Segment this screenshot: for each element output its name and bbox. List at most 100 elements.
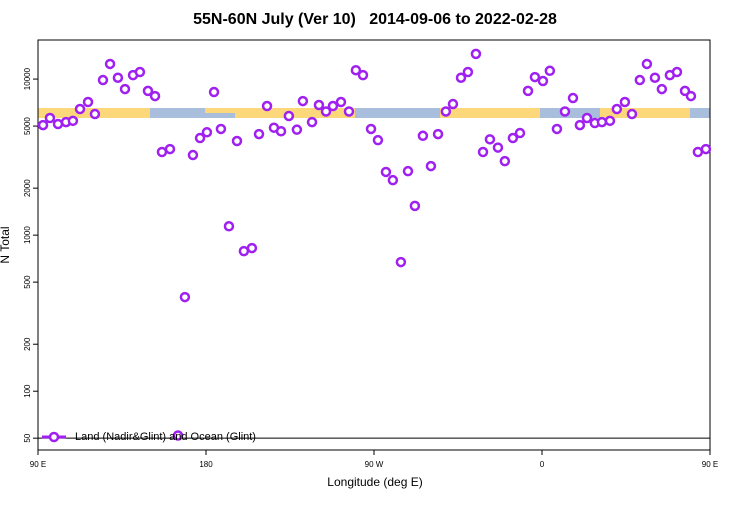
point [372, 134, 384, 146]
point [97, 74, 109, 86]
legend-label: Land (Nadir&Glint) and Ocean (Glint) [75, 431, 256, 443]
point [656, 83, 668, 95]
point [574, 119, 586, 131]
point [208, 86, 220, 98]
point [253, 128, 265, 140]
point [551, 123, 563, 135]
point [484, 134, 496, 145]
point [470, 48, 482, 60]
point [641, 58, 653, 70]
point [357, 69, 369, 81]
point [164, 143, 176, 155]
point [179, 291, 191, 303]
point [499, 155, 511, 167]
x-tick-label: 90 W [365, 460, 384, 469]
point [409, 200, 421, 212]
point [626, 108, 638, 120]
point [559, 106, 571, 117]
point [134, 66, 146, 78]
point [343, 106, 355, 117]
point [700, 143, 712, 155]
y-tick-label: 500 [23, 275, 32, 289]
x-tick-label: 180 [199, 460, 213, 469]
point [492, 142, 504, 153]
point [119, 83, 131, 95]
point [529, 71, 541, 83]
point [306, 116, 318, 128]
point [417, 130, 429, 142]
point [395, 256, 407, 268]
point [320, 106, 332, 117]
x-tick-label: 90 E [702, 460, 718, 469]
y-tick-label: 200 [23, 337, 32, 351]
point [634, 74, 646, 86]
point [335, 96, 347, 108]
point [685, 90, 697, 102]
point [223, 221, 235, 232]
point [215, 123, 227, 135]
point [544, 65, 556, 77]
point [447, 98, 459, 110]
point [52, 118, 64, 130]
y-tick-label: 5000 [23, 117, 32, 135]
point [313, 99, 325, 111]
point [112, 72, 124, 83]
point [671, 66, 683, 78]
point [142, 85, 154, 97]
point [231, 135, 243, 147]
point [37, 119, 49, 131]
point [291, 124, 303, 135]
land-strip [235, 108, 355, 118]
land-strip [600, 108, 690, 118]
point [194, 132, 206, 144]
point [425, 160, 437, 172]
ocean-strip [38, 108, 710, 118]
point [246, 242, 258, 254]
point [261, 100, 273, 112]
y-tick-label: 50 [23, 433, 32, 442]
legend-marker [48, 431, 60, 443]
y-tick-label: 2000 [23, 179, 32, 197]
point [402, 165, 414, 177]
point [649, 72, 661, 83]
point [567, 92, 579, 104]
point [89, 108, 101, 120]
point [522, 85, 534, 97]
point [462, 66, 474, 78]
point [67, 115, 79, 127]
y-tick-label: 10000 [23, 67, 32, 90]
x-axis-label: Longitude (deg E) [327, 475, 422, 489]
point [350, 64, 362, 76]
point [581, 112, 593, 124]
point [365, 123, 377, 135]
point [596, 116, 608, 128]
y-axis-label: N Total [0, 226, 12, 263]
point [537, 75, 549, 87]
point [514, 127, 526, 139]
point [44, 112, 56, 124]
y-tick-label: 100 [23, 384, 32, 398]
point [432, 128, 444, 140]
point [187, 149, 199, 161]
land-strip [440, 108, 540, 118]
point [507, 132, 519, 144]
point [172, 430, 184, 441]
point [82, 96, 94, 108]
point [440, 106, 452, 117]
x-tick-label: 0 [540, 460, 545, 469]
point [477, 146, 489, 158]
point [201, 127, 213, 138]
point [327, 100, 339, 112]
point [604, 115, 616, 127]
point [297, 95, 309, 107]
point [611, 103, 623, 115]
point [619, 96, 631, 108]
chart-title: 55N-60N July (Ver 10) 2014-09-06 to 2022… [193, 11, 557, 28]
point [275, 126, 287, 137]
point [283, 110, 295, 122]
point [74, 103, 86, 115]
point [380, 166, 392, 178]
x-tick-label: 90 E [30, 460, 46, 469]
